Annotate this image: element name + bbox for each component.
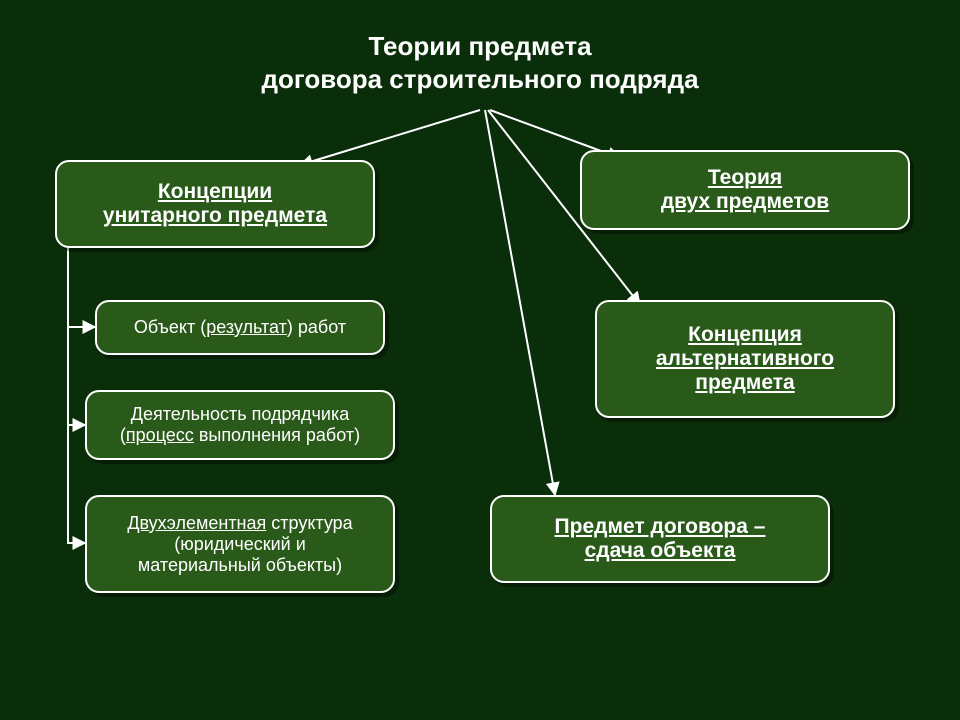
node-dual: Двухэлементная структура(юридический има… (85, 495, 395, 593)
slide-title: Теории предмета договора строительного п… (0, 30, 960, 95)
node-result: Объект (результат) работ (95, 300, 385, 355)
node-alt-label: Концепцияальтернативногопредмета (611, 323, 879, 395)
node-process: Деятельность подрядчика(процесс выполнен… (85, 390, 395, 460)
arrow-0 (300, 110, 480, 165)
node-result-label: Объект (результат) работ (111, 317, 369, 338)
node-unitary-label: Концепцииунитарного предмета (71, 180, 359, 228)
title-line-2: договора строительного подряда (261, 64, 698, 94)
elbow-1 (68, 248, 85, 425)
node-two_subj: Теориядвух предметов (580, 150, 910, 230)
elbow-2 (68, 248, 85, 543)
title-line-1: Теории предмета (368, 31, 591, 61)
node-dual-label: Двухэлементная структура(юридический има… (101, 513, 379, 576)
node-two_subj-label: Теориядвух предметов (596, 166, 894, 214)
node-delivery-label: Предмет договора –сдача объекта (506, 515, 814, 563)
arrow-3 (485, 110, 555, 495)
node-unitary: Концепцииунитарного предмета (55, 160, 375, 248)
node-alt: Концепцияальтернативногопредмета (595, 300, 895, 418)
node-delivery: Предмет договора –сдача объекта (490, 495, 830, 583)
node-process-label: Деятельность подрядчика(процесс выполнен… (101, 404, 379, 446)
elbow-0 (68, 248, 95, 327)
